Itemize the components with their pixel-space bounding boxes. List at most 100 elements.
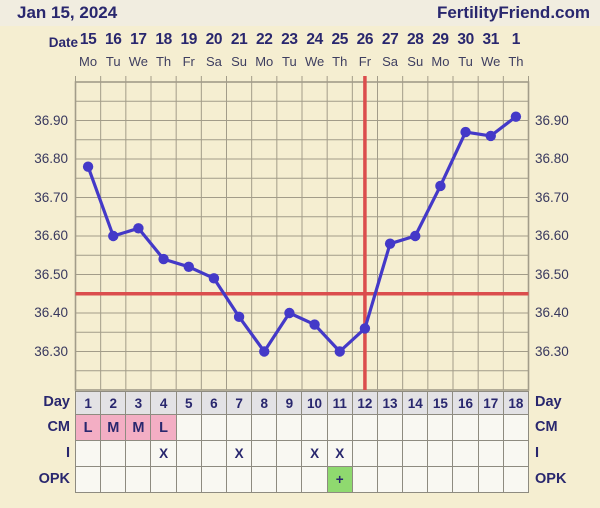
- table-row-label-right-cm: CM: [535, 419, 558, 435]
- cell-cm-day2: M: [101, 415, 127, 441]
- cell-cm-day7: [226, 415, 253, 441]
- cell-day-day13: 13: [377, 392, 404, 415]
- y-axis-label-left: 36.80: [34, 151, 68, 166]
- cell-cm-day14: [403, 415, 429, 441]
- date-tick-20: 20: [205, 31, 223, 48]
- cell-day-day14: 14: [403, 392, 429, 415]
- temp-dot-day-11: [334, 346, 345, 357]
- cell-opk-day1: [76, 467, 102, 493]
- date-tick-15: 15: [79, 31, 97, 48]
- cell-opk-day9: [277, 467, 303, 493]
- cell-opk-day10: [302, 467, 328, 493]
- weekday-tick: Su: [407, 54, 424, 69]
- cell-i-day4: X: [151, 441, 177, 467]
- table-row-label-right-i: I: [535, 445, 540, 461]
- cell-i-day3: [126, 441, 152, 467]
- cell-cm-day3: M: [126, 415, 152, 441]
- weekday-tick: We: [304, 54, 325, 69]
- y-axis-label-left: 36.70: [34, 189, 68, 205]
- y-axis-label-left: 36.40: [34, 305, 68, 320]
- cell-i-day1: [76, 441, 102, 467]
- cell-cm-day16: [453, 415, 479, 441]
- header-band: [0, 0, 600, 26]
- y-axis-label-right: 36.60: [535, 228, 569, 243]
- cell-day-day10: 10: [302, 392, 328, 415]
- temp-dot-day-14: [410, 230, 421, 242]
- cell-day-day1: 1: [76, 392, 102, 415]
- cell-day-day3: 3: [126, 392, 152, 415]
- table-row-label-right-opk: OPK: [535, 471, 567, 487]
- symbol-table: 1 2 3 4 5 6 7 8 9 10 11 12 13 14 15 16 17 18 L M M L X X X X +: [75, 391, 529, 493]
- weekday-tick: Mo: [79, 54, 98, 69]
- date-tick-30: 30: [457, 31, 474, 48]
- temp-dot-day-2: [108, 230, 119, 242]
- table-row-label-right-day: Day: [535, 394, 562, 410]
- weekday-tick: Tu: [458, 54, 473, 69]
- cell-day-day9: 9: [277, 392, 303, 415]
- date-tick-17: 17: [130, 31, 147, 48]
- cell-day-day12: 12: [352, 392, 378, 415]
- date-tick-19: 19: [180, 31, 198, 48]
- temp-dot-day-5: [183, 261, 194, 272]
- temp-dot-day-10: [309, 319, 320, 330]
- temp-dot-day-7: [233, 311, 245, 323]
- y-axis-label-left: 36.60: [34, 228, 68, 243]
- brand-link[interactable]: FertilityFriend.com: [436, 3, 590, 22]
- cell-i-day2: [101, 441, 127, 467]
- cell-cm-day8: [252, 415, 278, 441]
- cell-i-day18: [503, 441, 529, 467]
- weekday-tick: Tu: [105, 54, 121, 69]
- cell-opk-day5: [176, 467, 202, 493]
- weekday-tick: We: [128, 54, 149, 69]
- cell-day-day11: 11: [327, 392, 353, 415]
- date-tick-24: 24: [306, 31, 323, 48]
- cell-day-day5: 5: [176, 392, 202, 415]
- cell-opk-day12: [352, 467, 378, 493]
- y-axis-label-right: 36.80: [535, 151, 569, 166]
- temp-dot-day-3: [133, 223, 144, 234]
- date-tick-31: 31: [482, 31, 500, 48]
- date-tick-28: 28: [407, 31, 424, 48]
- cell-day-day6: 6: [201, 392, 227, 415]
- cell-day-day2: 2: [101, 392, 127, 415]
- weekday-tick: Th: [155, 54, 172, 69]
- weekday-tick: Tu: [282, 54, 297, 69]
- date-tick-22: 22: [256, 31, 273, 48]
- table-row-label-left-i: I: [65, 445, 70, 461]
- chart-date-title: Jan 15, 2024: [17, 3, 118, 22]
- y-axis-label-right: 36.70: [535, 189, 569, 205]
- cell-i-day16: [453, 441, 479, 467]
- cell-day-day8: 8: [252, 392, 278, 415]
- cell-opk-day7: [226, 467, 253, 493]
- cell-day-day15: 15: [428, 392, 454, 415]
- cell-cm-day15: [428, 415, 454, 441]
- date-tick-29: 29: [432, 31, 449, 48]
- weekday-tick: Fr: [182, 54, 195, 69]
- cell-cm-day11: [327, 415, 353, 441]
- temp-dot-day-6: [208, 273, 220, 284]
- cell-day-day17: 17: [478, 392, 504, 415]
- y-axis-label-right: 36.40: [535, 305, 569, 320]
- cell-opk-day14: [403, 467, 429, 493]
- y-axis-label-right: 36.90: [535, 112, 569, 128]
- date-axis-label: Date: [48, 35, 78, 50]
- weekday-tick: Mo: [431, 54, 450, 69]
- date-tick-26: 26: [356, 31, 374, 48]
- cell-opk-day11: +: [327, 467, 353, 493]
- cell-opk-day17: [478, 467, 504, 493]
- cell-opk-day16: [453, 467, 479, 493]
- weekday-tick: Su: [231, 54, 248, 69]
- cell-opk-day13: [377, 467, 404, 493]
- cell-opk-day4: [151, 467, 177, 493]
- table-row-label-left-cm: CM: [47, 419, 70, 435]
- weekday-tick: Mo: [255, 54, 274, 69]
- temp-dot-day-13: [384, 238, 396, 249]
- cell-day-day4: 4: [151, 392, 177, 415]
- date-tick-25: 25: [331, 31, 349, 48]
- cell-cm-day10: [302, 415, 328, 441]
- cell-opk-day8: [252, 467, 278, 493]
- weekday-tick: Fr: [358, 54, 372, 69]
- date-tick-18: 18: [155, 31, 172, 48]
- table-row-label-left-opk: OPK: [38, 471, 70, 487]
- y-axis-label-left: 36.50: [34, 266, 68, 282]
